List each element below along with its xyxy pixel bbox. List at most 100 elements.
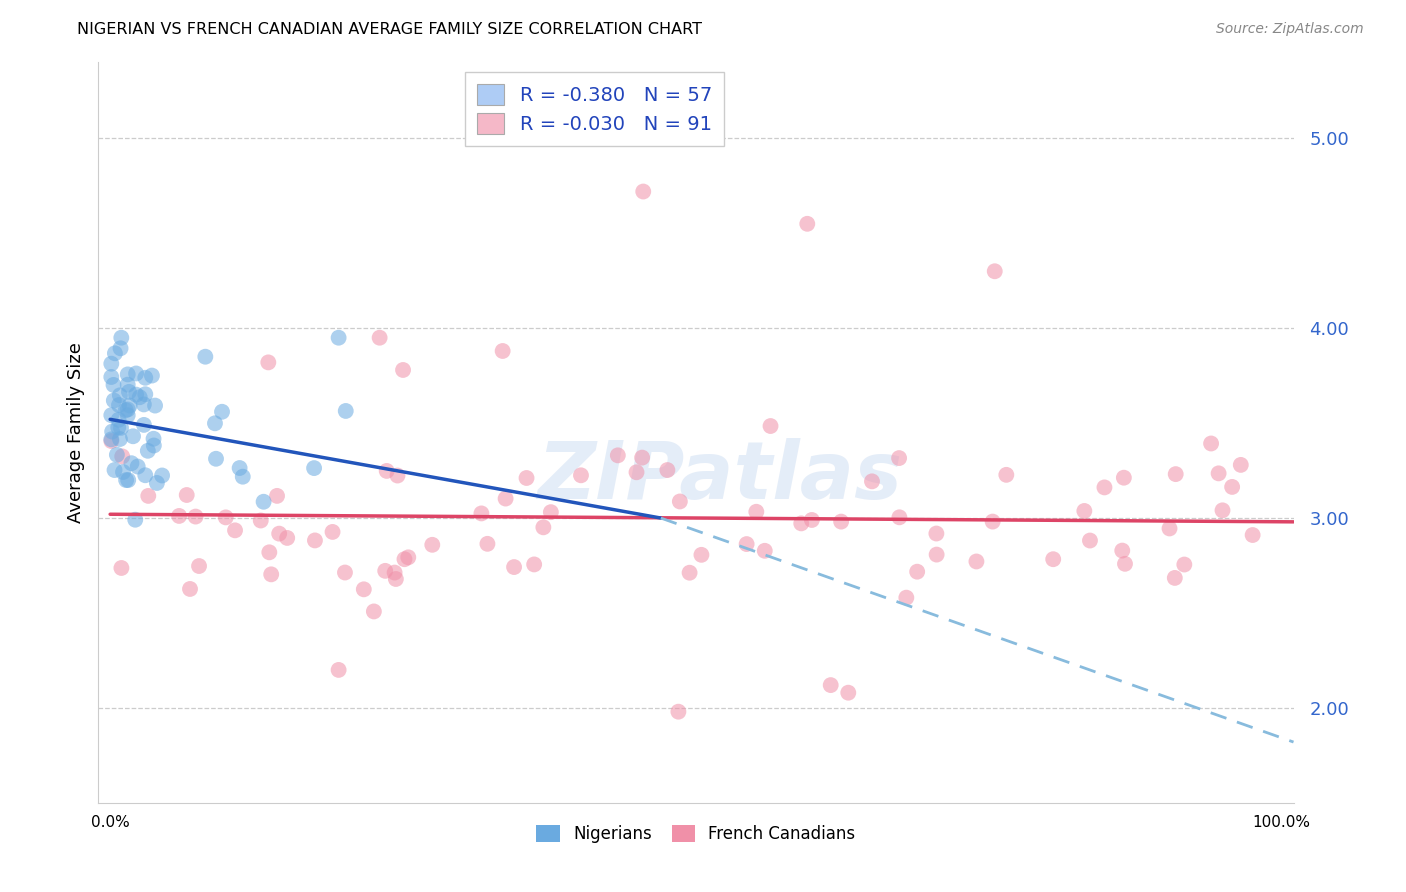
Point [142, 432, 165, 446]
Point [1159, 521, 1181, 535]
Point [394, 552, 416, 566]
Point [142, 438, 165, 452]
Point [204, 417, 226, 431]
Point [224, 524, 246, 538]
Point [569, 468, 592, 483]
Point [124, 513, 146, 527]
Point [374, 564, 396, 578]
Point [194, 350, 217, 364]
Point [115, 473, 138, 487]
Point [122, 429, 145, 443]
Point [136, 489, 159, 503]
Point [385, 572, 408, 586]
Point [375, 464, 398, 478]
Point [1199, 436, 1222, 450]
Point [387, 468, 409, 483]
Point [322, 524, 344, 539]
Point [800, 513, 823, 527]
Point [108, 432, 131, 446]
Point [252, 494, 274, 508]
Point [515, 471, 537, 485]
Point [232, 469, 254, 483]
Point [103, 393, 125, 408]
Point [523, 558, 546, 572]
Point [666, 705, 689, 719]
Point [211, 405, 233, 419]
Point [503, 560, 526, 574]
Point [745, 505, 768, 519]
Point [104, 346, 127, 360]
Point [110, 341, 132, 355]
Point [215, 510, 238, 524]
Point [631, 450, 654, 465]
Point [110, 561, 132, 575]
Point [540, 505, 562, 519]
Point [1114, 557, 1136, 571]
Point [167, 508, 190, 523]
Point [492, 343, 515, 358]
Point [796, 217, 818, 231]
Point [1164, 571, 1187, 585]
Point [925, 548, 948, 562]
Point [111, 450, 134, 464]
Point [392, 363, 415, 377]
Point [108, 398, 131, 412]
Point [633, 185, 655, 199]
Point [1220, 480, 1243, 494]
Point [302, 461, 325, 475]
Point [114, 403, 136, 417]
Point [328, 663, 350, 677]
Point [120, 456, 142, 470]
Point [269, 526, 291, 541]
Point [146, 475, 169, 490]
Point [108, 388, 131, 402]
Point [887, 451, 910, 466]
Point [889, 510, 911, 524]
Point [1241, 528, 1264, 542]
Point [657, 463, 679, 477]
Point [1164, 467, 1187, 482]
Point [125, 387, 148, 401]
Point [100, 434, 122, 448]
Point [1208, 467, 1230, 481]
Point [1042, 552, 1064, 566]
Point [905, 565, 928, 579]
Point [790, 516, 813, 531]
Point [257, 355, 280, 369]
Point [100, 357, 122, 371]
Point [495, 491, 517, 506]
Point [276, 531, 298, 545]
Point [118, 384, 141, 399]
Point [754, 543, 776, 558]
Point [103, 378, 125, 392]
Point [100, 433, 122, 447]
Point [105, 448, 128, 462]
Point [134, 371, 156, 385]
Point [125, 367, 148, 381]
Text: Source: ZipAtlas.com: Source: ZipAtlas.com [1216, 22, 1364, 37]
Point [384, 566, 406, 580]
Point [678, 566, 700, 580]
Point [531, 520, 554, 534]
Point [1111, 543, 1133, 558]
Point [132, 417, 155, 432]
Point [112, 465, 135, 479]
Point [228, 461, 250, 475]
Point [1211, 503, 1233, 517]
Text: ZIPatlas: ZIPatlas [537, 438, 903, 516]
Point [141, 368, 163, 383]
Point [1094, 480, 1116, 494]
Point [101, 425, 124, 439]
Point [150, 468, 173, 483]
Point [184, 509, 207, 524]
Point [107, 413, 129, 427]
Point [984, 264, 1007, 278]
Point [690, 548, 713, 562]
Point [328, 331, 350, 345]
Point [132, 397, 155, 411]
Point [606, 448, 628, 462]
Point [860, 475, 883, 489]
Y-axis label: Average Family Size: Average Family Size [66, 343, 84, 523]
Point [117, 368, 139, 382]
Point [1229, 458, 1253, 472]
